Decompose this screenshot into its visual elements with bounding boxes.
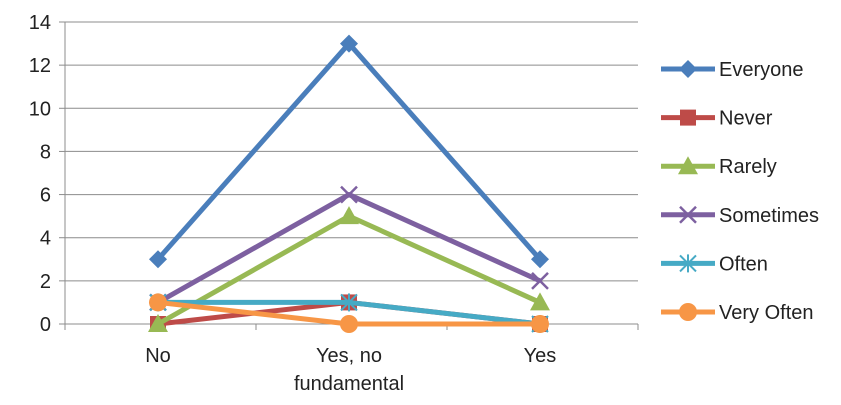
legend-item: Often: [661, 253, 768, 275]
series-sometimes: [149, 185, 549, 312]
axes: [59, 21, 639, 330]
data-point: [149, 250, 167, 269]
x-axis-tick-labels: No Yes, no fundamental Yes: [145, 345, 556, 395]
x-tick-label: Yes: [524, 345, 557, 367]
x-tick-label-line: No: [145, 345, 171, 367]
y-tick-label: 4: [40, 228, 51, 250]
legend-marker: [679, 303, 697, 321]
legend-label: Very Often: [719, 302, 814, 324]
legend-marker: [680, 109, 696, 126]
y-tick-label: 2: [40, 271, 51, 293]
series-everyone: [149, 34, 549, 269]
y-tick-label: 0: [40, 314, 51, 336]
legend-item: Sometimes: [661, 205, 819, 227]
series-rarely: [148, 206, 550, 332]
x-tick-label: No: [145, 345, 171, 367]
y-tick-label: 12: [29, 55, 51, 77]
y-tick-label: 6: [40, 185, 51, 207]
legend-marker: [678, 156, 698, 175]
x-tick-label: Yes, no fundamental: [294, 345, 404, 395]
y-axis-tick-labels: 0 2 4 6 8 10 12 14: [29, 12, 51, 336]
legend: Everyone Never Rarely Sometimes Often Very Of…: [661, 59, 819, 324]
series-very-often: [149, 293, 549, 333]
series-group: [148, 34, 550, 333]
gridlines: [65, 21, 638, 282]
x-tick-label-line: Yes: [524, 345, 557, 367]
data-point: [531, 271, 549, 290]
data-point: [531, 315, 549, 333]
legend-label: Sometimes: [719, 205, 819, 227]
legend-item: Everyone: [661, 59, 804, 81]
data-point: [340, 315, 358, 333]
legend-marker: [679, 205, 697, 224]
legend-marker: [679, 254, 697, 273]
x-tick-label-line: fundamental: [294, 373, 404, 395]
legend-item: Never: [661, 108, 773, 130]
y-tick-label: 10: [29, 98, 51, 120]
data-point: [340, 185, 358, 204]
legend-item: Rarely: [661, 156, 777, 178]
data-point: [148, 314, 168, 332]
legend-label: Rarely: [719, 156, 777, 178]
y-tick-label: 8: [40, 141, 51, 163]
y-tick-label: 14: [29, 12, 51, 34]
data-point: [340, 293, 358, 312]
x-tick-label-line: Yes, no: [316, 345, 382, 367]
legend-label: Everyone: [719, 59, 804, 81]
data-point: [531, 250, 549, 269]
data-point: [340, 34, 358, 53]
data-point: [530, 292, 550, 311]
legend-item: Very Often: [661, 302, 814, 324]
legend-label: Often: [719, 253, 768, 275]
data-point: [339, 206, 359, 225]
legend-label: Never: [719, 108, 773, 130]
legend-marker: [679, 60, 697, 78]
data-point: [149, 293, 167, 312]
